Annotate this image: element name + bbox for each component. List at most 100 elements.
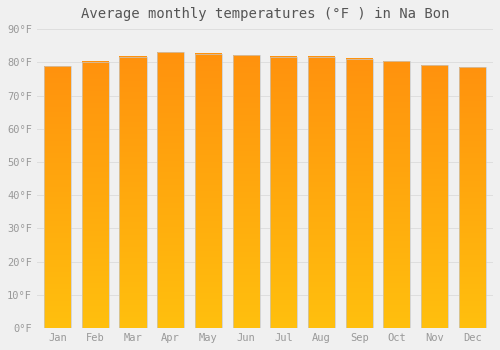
Bar [458,76,486,77]
Bar [308,322,335,324]
Bar [120,260,146,262]
Bar [308,96,335,97]
Bar [308,140,335,142]
Bar [44,190,71,192]
Bar [346,85,373,87]
Bar [195,266,222,268]
Bar [308,56,335,58]
Bar [82,169,109,171]
Bar [308,168,335,169]
Bar [384,154,410,156]
Bar [384,119,410,121]
Bar [157,155,184,157]
Bar [82,122,109,124]
Bar [308,207,335,209]
Bar [308,249,335,251]
Bar [120,69,146,70]
Bar [270,285,297,286]
Bar [44,314,71,315]
Bar [458,222,486,224]
Bar [308,196,335,198]
Bar [44,181,71,183]
Bar [195,193,222,195]
Bar [44,108,71,110]
Bar [346,244,373,246]
Bar [44,278,71,280]
Bar [232,154,260,156]
Bar [157,74,184,76]
Bar [270,295,297,297]
Bar [195,169,222,170]
Bar [458,98,486,100]
Bar [157,119,184,121]
Bar [120,130,146,131]
Bar [82,73,109,75]
Bar [44,103,71,104]
Bar [421,145,448,147]
Bar [120,321,146,323]
Bar [157,64,184,66]
Bar [384,308,410,309]
Bar [308,274,335,275]
Bar [195,112,222,114]
Bar [82,240,109,242]
Bar [120,261,146,263]
Bar [232,248,260,250]
Bar [308,82,335,84]
Bar [195,107,222,108]
Bar [270,251,297,252]
Bar [458,195,486,196]
Bar [458,218,486,220]
Bar [44,316,71,318]
Bar [195,300,222,302]
Bar [458,196,486,197]
Bar [346,73,373,75]
Bar [195,163,222,165]
Bar [195,233,222,235]
Bar [195,155,222,156]
Bar [195,243,222,244]
Bar [270,196,297,198]
Bar [195,214,222,216]
Bar [120,194,146,195]
Bar [421,136,448,137]
Bar [384,324,410,326]
Bar [82,205,109,207]
Bar [82,279,109,280]
Bar [346,166,373,168]
Bar [44,184,71,186]
Bar [458,272,486,273]
Bar [232,148,260,149]
Bar [157,286,184,288]
Bar [157,320,184,321]
Bar [384,161,410,162]
Bar [157,248,184,250]
Bar [82,116,109,118]
Bar [157,118,184,120]
Bar [308,290,335,292]
Bar [232,150,260,152]
Bar [421,104,448,106]
Bar [421,99,448,100]
Bar [157,275,184,277]
Bar [346,219,373,220]
Bar [270,223,297,225]
Bar [384,163,410,165]
Bar [232,101,260,103]
Bar [120,124,146,126]
Bar [232,105,260,107]
Bar [421,107,448,108]
Bar [346,147,373,149]
Bar [384,274,410,276]
Bar [195,102,222,103]
Bar [82,167,109,168]
Bar [270,157,297,159]
Bar [157,65,184,67]
Bar [44,101,71,103]
Bar [308,172,335,173]
Bar [270,69,297,70]
Bar [120,81,146,83]
Bar [120,244,146,245]
Bar [82,206,109,208]
Bar [421,146,448,148]
